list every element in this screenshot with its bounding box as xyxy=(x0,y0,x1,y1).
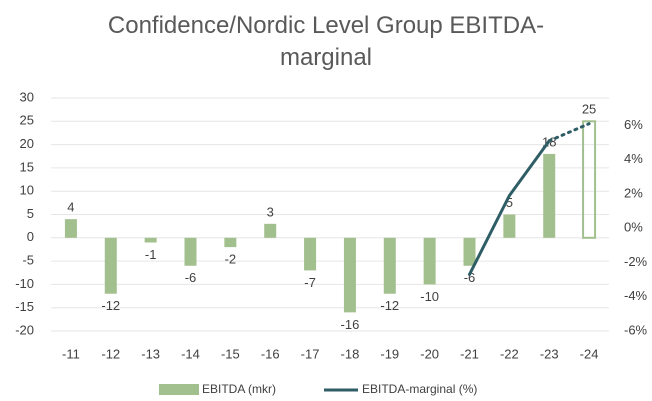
y2-tick-label: 2% xyxy=(624,185,643,200)
legend-label: EBITDA-marginal (%) xyxy=(362,382,477,396)
y-tick-label: 0 xyxy=(27,229,34,244)
x-tick-label: -19 xyxy=(380,346,399,361)
x-tick-label: -23 xyxy=(540,346,559,361)
x-tick-label: -21 xyxy=(460,346,479,361)
legend-label: EBITDA (mkr) xyxy=(202,382,276,396)
bar xyxy=(264,223,277,238)
x-tick-label: -22 xyxy=(500,346,519,361)
bar xyxy=(423,237,436,285)
y-tick-label: 30 xyxy=(20,89,34,104)
data-label: -1 xyxy=(145,247,157,262)
y-tick-label: -15 xyxy=(15,299,34,314)
x-tick-label: -17 xyxy=(301,346,320,361)
y-tick-label: 20 xyxy=(20,136,34,151)
data-label: -6 xyxy=(464,270,476,285)
data-label: -16 xyxy=(341,317,360,332)
line xyxy=(468,139,551,276)
y-tick-label: -10 xyxy=(15,276,34,291)
y-tick-label: 5 xyxy=(27,206,34,221)
y2-tick-label: 4% xyxy=(624,151,643,166)
data-label: -12 xyxy=(101,298,120,313)
bar xyxy=(503,214,516,238)
data-label: -12 xyxy=(380,298,399,313)
line xyxy=(547,122,591,143)
y2-tick-label: -4% xyxy=(624,288,648,303)
x-tick-label: -11 xyxy=(62,346,80,361)
data-label: 25 xyxy=(582,102,596,117)
bar xyxy=(463,237,476,266)
bar xyxy=(543,153,556,238)
bar xyxy=(304,237,317,271)
y2-tick-label: 0% xyxy=(624,220,643,235)
data-label: 5 xyxy=(506,195,513,210)
bar xyxy=(184,237,197,266)
bar xyxy=(383,237,396,294)
y-tick-label: -5 xyxy=(22,253,34,268)
bar xyxy=(343,237,356,313)
bar xyxy=(144,237,157,243)
y-tick-label: 10 xyxy=(20,183,34,198)
y2-tick-label: -2% xyxy=(624,254,648,269)
chart-title: Confidence/Nordic Level Group EBITDA-mar… xyxy=(107,12,545,71)
data-label: 4 xyxy=(67,200,74,215)
x-tick-label: -24 xyxy=(580,346,599,361)
x-tick-label: -14 xyxy=(181,346,200,361)
y2-tick-label: 6% xyxy=(624,117,643,132)
bar xyxy=(104,237,117,294)
bar xyxy=(582,120,597,239)
y2-tick-label: -6% xyxy=(624,322,648,337)
x-tick-label: -16 xyxy=(261,346,280,361)
data-label: 3 xyxy=(267,204,274,219)
x-tick-label: -12 xyxy=(101,346,120,361)
bar xyxy=(64,219,77,238)
x-tick-label: -15 xyxy=(221,346,240,361)
bar xyxy=(224,237,237,248)
x-tick-label: -18 xyxy=(341,346,360,361)
y-tick-label: -20 xyxy=(15,322,34,337)
data-label: -6 xyxy=(185,270,197,285)
data-label: -7 xyxy=(304,275,316,290)
data-label: -2 xyxy=(225,252,237,267)
data-label: -10 xyxy=(420,289,439,304)
legend-swatch xyxy=(159,384,199,395)
x-tick-label: -20 xyxy=(420,346,439,361)
y-tick-label: 15 xyxy=(20,159,34,174)
x-tick-label: -13 xyxy=(141,346,160,361)
y-tick-label: 25 xyxy=(20,113,34,128)
